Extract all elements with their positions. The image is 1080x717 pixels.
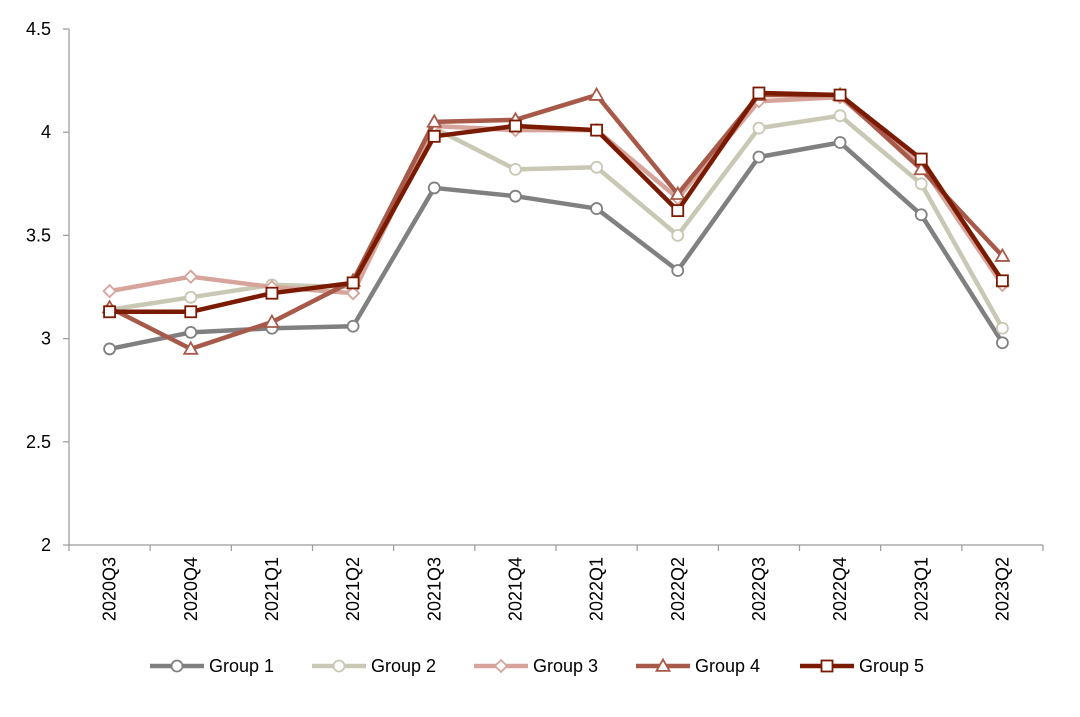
data-point — [103, 305, 116, 319]
data-point — [671, 228, 685, 242]
data-point — [996, 321, 1009, 335]
legend-marker — [170, 659, 184, 673]
x-tick-label: 2022Q3 — [749, 557, 769, 621]
x-tick-label: 2021Q3 — [424, 557, 444, 621]
legend-label: Group 2 — [371, 656, 436, 676]
y-tick-label: 3 — [41, 329, 51, 349]
legend-label: Group 4 — [695, 656, 760, 676]
data-point — [509, 162, 522, 176]
legend-item-2: Group 2 — [312, 656, 436, 676]
data-point — [996, 274, 1009, 288]
data-point — [263, 313, 280, 328]
data-point — [509, 189, 522, 203]
data-point — [752, 86, 766, 100]
series-layer — [101, 86, 1011, 356]
data-point — [102, 283, 117, 299]
data-point — [590, 160, 603, 174]
y-tick-label: 2.5 — [26, 432, 51, 452]
series-line — [107, 92, 1005, 352]
data-point — [833, 88, 847, 102]
legend-marker — [332, 659, 346, 673]
legend-item-5: Group 5 — [800, 656, 924, 676]
data-point — [184, 305, 198, 319]
data-point — [669, 185, 686, 200]
data-point — [588, 86, 605, 101]
data-point — [671, 204, 685, 218]
x-tick-label: 2023Q2 — [992, 557, 1012, 621]
legend-item-1: Group 1 — [150, 656, 274, 676]
x-tick-label: 2021Q4 — [505, 557, 525, 621]
legend-label: Group 1 — [209, 656, 274, 676]
data-point — [426, 113, 443, 128]
legend-marker — [820, 659, 834, 673]
legend-marker — [493, 658, 509, 674]
data-point — [346, 319, 360, 333]
data-point — [184, 290, 198, 304]
x-tick-label: 2022Q4 — [830, 557, 850, 621]
x-tick-label: 2023Q1 — [911, 557, 931, 621]
data-point — [833, 136, 847, 149]
data-point — [103, 342, 116, 356]
y-tick-label: 2 — [41, 535, 51, 555]
data-point — [590, 202, 603, 215]
data-point — [509, 119, 522, 133]
series-line — [107, 113, 1005, 331]
data-point — [427, 129, 441, 143]
data-point — [182, 340, 199, 355]
data-point — [833, 109, 847, 123]
data-point — [345, 285, 361, 301]
data-point — [183, 269, 199, 284]
data-point — [590, 123, 603, 137]
x-tick-label: 2021Q2 — [343, 557, 363, 621]
data-point — [914, 208, 928, 222]
data-point — [671, 264, 685, 277]
legend: Group 1 Group 2 Group 3 Group 4 Group 5 — [150, 656, 924, 676]
data-point — [996, 336, 1009, 350]
axes: 2 2.5 3 3.5 4 4.5 2020Q3 2020Q4 2021Q1 2021Q2 2021… — [26, 19, 1044, 621]
x-tick-label: 2022Q1 — [587, 557, 607, 621]
legend-label: Group 5 — [859, 656, 924, 676]
y-tick-label: 3.5 — [26, 225, 51, 245]
y-tick-label: 4 — [41, 122, 51, 142]
legend-marker — [654, 657, 672, 672]
y-tick-label: 4.5 — [26, 19, 51, 39]
x-tick-label: 2020Q3 — [100, 557, 120, 621]
data-point — [346, 276, 360, 290]
data-point — [913, 161, 930, 176]
data-point — [427, 181, 441, 195]
legend-item-4: Group 4 — [636, 656, 760, 676]
x-tick-label: 2021Q1 — [262, 557, 282, 621]
x-tick-label: 2022Q2 — [668, 557, 688, 621]
data-point — [994, 247, 1011, 262]
data-point — [914, 177, 928, 191]
data-point — [184, 326, 198, 339]
series-line — [107, 90, 1005, 315]
series-5 — [103, 86, 1009, 319]
data-point — [265, 286, 279, 300]
data-point — [752, 121, 766, 135]
data-point — [752, 150, 766, 164]
data-point — [914, 152, 928, 166]
legend-item-3: Group 3 — [474, 656, 598, 676]
series-line — [107, 140, 1005, 352]
x-tick-label: 2020Q4 — [181, 557, 201, 621]
legend-label: Group 3 — [533, 656, 598, 676]
